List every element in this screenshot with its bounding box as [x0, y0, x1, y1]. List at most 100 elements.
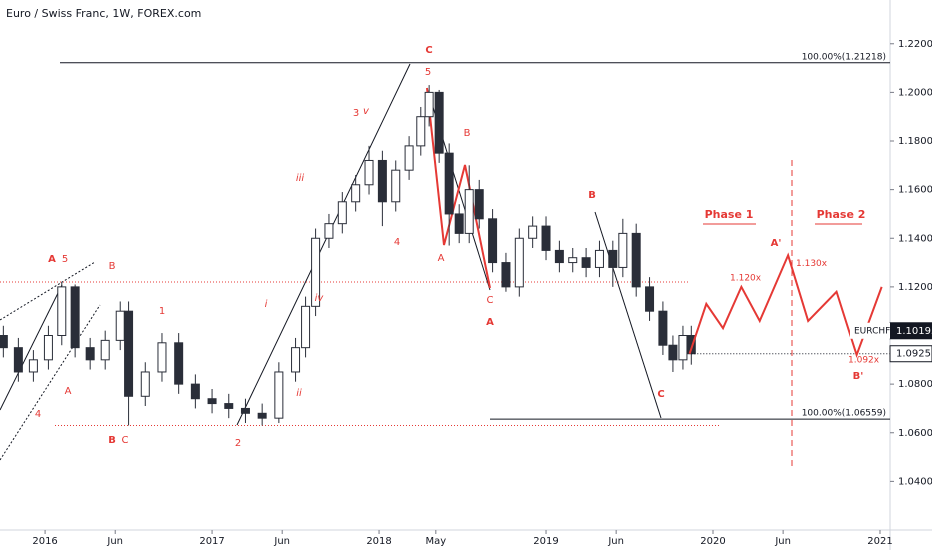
wave-label: B' — [853, 371, 864, 382]
x-tick-label: May — [425, 536, 446, 547]
candle-body — [514, 237, 524, 288]
candle-body — [124, 310, 134, 397]
wave-label: 4 — [394, 237, 400, 248]
candle-body — [554, 249, 564, 264]
wave-label: iii — [296, 173, 305, 184]
price-tag — [889, 345, 932, 363]
chart-title: Euro / Swiss Franc, 1W, FOREX.com — [6, 7, 201, 20]
candle-body — [337, 201, 347, 225]
drawings — [0, 63, 862, 468]
candle-body — [157, 342, 167, 373]
candle-body — [404, 145, 414, 171]
wave-label: B — [588, 190, 596, 201]
channel-line — [0, 304, 101, 461]
y-tick-label: 1.06000 — [898, 428, 932, 439]
wave-label: 3 — [353, 108, 359, 119]
x-tick-label: 2018 — [366, 536, 391, 547]
candle-body — [190, 383, 200, 400]
x-tick-label: Jun — [273, 536, 290, 547]
candle-body — [324, 223, 334, 239]
channel-line — [0, 261, 96, 321]
y-tick-label: 1.22000 — [898, 39, 932, 50]
candle-body — [13, 347, 23, 373]
candle-body — [100, 339, 110, 361]
x-tick-label: Jun — [106, 536, 123, 547]
wave-label: B — [108, 435, 116, 446]
candle-body — [28, 359, 38, 373]
candle-body — [424, 91, 434, 118]
candle-body — [115, 310, 125, 341]
candle-body — [464, 189, 474, 234]
candle-body — [645, 286, 655, 312]
x-tick-label: 2017 — [199, 536, 224, 547]
wave-label: 4 — [35, 409, 41, 420]
wave-label: A — [486, 317, 494, 328]
candle-body — [631, 232, 641, 288]
trendline — [0, 284, 63, 411]
wave-label: 2 — [235, 438, 241, 449]
wave-line — [426, 87, 491, 289]
phase-label: Phase 2 — [817, 208, 866, 221]
candle-body — [528, 225, 538, 239]
fib-label: 100.00%(1.06559) — [802, 409, 886, 419]
candle-body — [301, 305, 311, 349]
candle-body — [70, 286, 80, 349]
y-tick-label: 1.20000 — [898, 87, 932, 98]
candle-body — [474, 189, 484, 220]
candle-body — [658, 310, 668, 346]
wave-label: C — [487, 295, 494, 306]
wave-label: iv — [315, 293, 325, 304]
phase-label: Phase 1 — [705, 208, 754, 221]
x-tick-label: 2020 — [700, 536, 725, 547]
symbol-label: EURCHF — [854, 326, 890, 336]
x-tick-label: 2021 — [867, 536, 892, 547]
candle-body — [274, 371, 284, 419]
price-tag-label: 1.09250 — [896, 349, 932, 360]
wave-label: i — [265, 299, 268, 310]
wave-label: ii — [296, 388, 302, 399]
candle-body — [678, 335, 688, 361]
candle-body — [668, 344, 678, 361]
wave-label: A — [438, 253, 445, 264]
candle-body — [174, 342, 184, 385]
candle-body — [0, 335, 8, 349]
candle-body — [207, 398, 217, 405]
trendline — [236, 63, 411, 426]
wave-label: A' — [771, 238, 782, 249]
x-tick-label: 2016 — [32, 536, 57, 547]
wave-label: 5 — [425, 67, 431, 78]
candle-body — [257, 412, 267, 419]
candle-body — [377, 159, 387, 203]
target-label: 1.130x — [796, 259, 828, 269]
wave-label: B — [464, 128, 471, 139]
y-tick-label: 1.14000 — [898, 233, 932, 244]
candle-body — [454, 213, 464, 234]
wave-label: C — [122, 435, 129, 446]
candle-body — [568, 257, 578, 264]
candle-body — [364, 159, 374, 186]
candle-body — [57, 286, 67, 337]
candle-body — [608, 249, 618, 268]
target-label: 1.120x — [730, 273, 762, 283]
price-tag-label: 1.10195 — [896, 326, 932, 337]
target-label: 1.092x — [848, 355, 880, 365]
candle-body — [541, 225, 551, 251]
y-tick-label: 1.12000 — [898, 282, 932, 293]
projection-path — [688, 252, 883, 359]
wave-label: 1 — [159, 306, 165, 317]
candle-body — [140, 371, 150, 397]
candle-body — [488, 218, 498, 264]
y-tick-label: 1.08000 — [898, 379, 932, 390]
candle-body — [444, 152, 454, 215]
trendline — [594, 211, 662, 419]
candle-body — [291, 347, 301, 373]
candle-body — [581, 257, 591, 268]
wave-label: B — [109, 261, 116, 272]
wave-label: A — [48, 254, 56, 265]
candle-body — [43, 335, 53, 361]
candle-body — [85, 347, 95, 361]
candles — [0, 85, 696, 426]
wave-label: C — [657, 389, 664, 400]
wave-label: A — [65, 386, 72, 397]
